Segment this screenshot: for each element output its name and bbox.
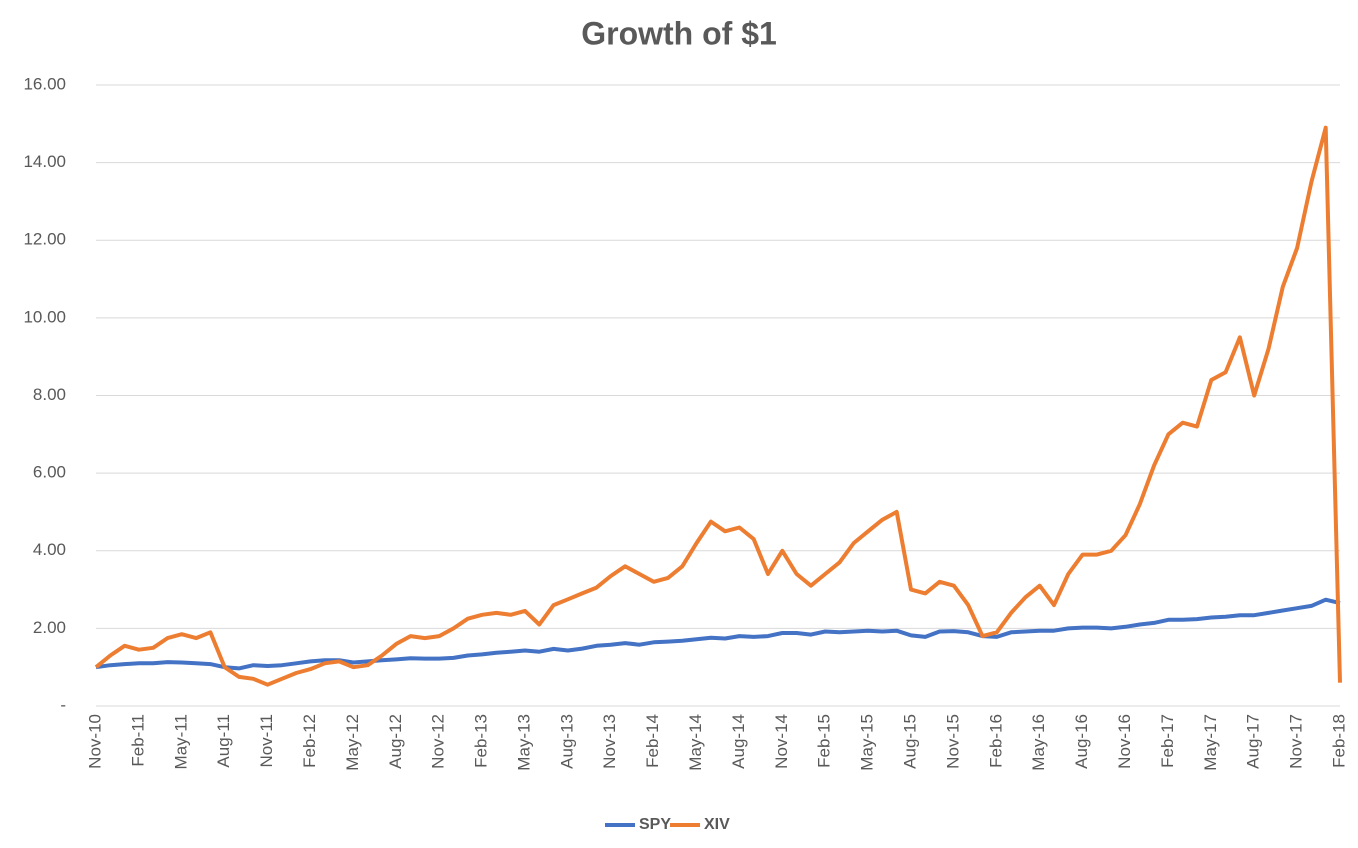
y-tick-label: 2.00	[33, 618, 66, 637]
series-line	[94, 125, 1342, 687]
y-tick-label: 8.00	[33, 385, 66, 404]
x-tick-label: Aug-11	[214, 714, 233, 768]
x-tick-label: Nov-17	[1287, 714, 1306, 769]
x-tick-label: Nov-16	[1115, 714, 1134, 769]
x-tick-label: May-14	[686, 714, 705, 771]
x-tick-label: Aug-13	[557, 714, 576, 769]
x-tick-label: Feb-14	[643, 714, 662, 768]
legend-label: XIV	[704, 816, 730, 833]
x-tick-label: Feb-13	[472, 714, 491, 768]
x-tick-label: Nov-14	[772, 714, 791, 769]
series-line	[95, 597, 1341, 671]
x-tick-label: Aug-12	[386, 714, 405, 769]
x-tick-label: May-17	[1201, 714, 1220, 771]
y-tick-label: 14.00	[23, 152, 66, 171]
x-tick-label: May-16	[1029, 714, 1048, 771]
legend-label: SPY	[639, 816, 671, 833]
x-tick-label: May-13	[514, 714, 533, 771]
x-tick-label: Feb-11	[128, 714, 147, 767]
x-tick-label: Feb-16	[986, 714, 1005, 768]
x-tick-label: Aug-16	[1072, 714, 1091, 769]
y-tick-label: 16.00	[23, 74, 66, 93]
y-tick-label: 10.00	[23, 307, 66, 326]
x-tick-label: Nov-12	[429, 714, 448, 769]
x-tick-label: Nov-10	[85, 714, 104, 769]
x-tick-label: Feb-15	[815, 714, 834, 768]
y-tick-label: 6.00	[33, 463, 66, 482]
y-tick-label: 12.00	[23, 230, 66, 249]
y-tick-label: 4.00	[33, 540, 66, 559]
x-tick-label: Nov-13	[600, 714, 619, 769]
x-tick-label: Aug-15	[901, 714, 920, 769]
x-tick-label: Feb-18	[1329, 714, 1348, 768]
x-tick-label: Aug-14	[729, 714, 748, 769]
x-tick-label: May-12	[343, 714, 362, 771]
x-tick-label: Feb-12	[300, 714, 319, 768]
x-tick-label: Nov-15	[943, 714, 962, 769]
x-tick-label: Feb-17	[1158, 714, 1177, 768]
x-tick-label: Nov-11	[257, 714, 276, 768]
x-tick-label: May-11	[171, 714, 190, 769]
x-tick-label: Aug-17	[1244, 714, 1263, 769]
x-tick-label: May-15	[858, 714, 877, 771]
chart-title: Growth of $1	[581, 15, 777, 51]
y-tick-label: -	[60, 695, 66, 714]
